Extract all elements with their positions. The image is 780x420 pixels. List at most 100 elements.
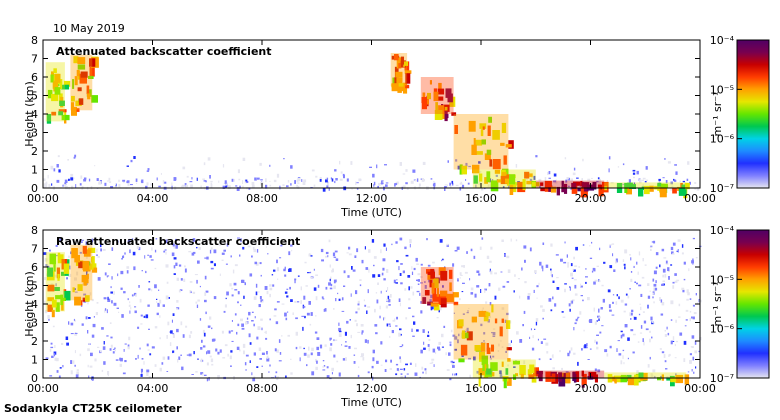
noise-speckle bbox=[337, 292, 339, 295]
noise-speckle bbox=[49, 348, 52, 352]
noise-speckle bbox=[281, 303, 285, 305]
noise-speckle bbox=[159, 315, 161, 318]
cloud-cell bbox=[526, 180, 534, 185]
noise-speckle bbox=[668, 276, 670, 280]
noise-speckle bbox=[287, 334, 290, 337]
noise-speckle bbox=[659, 297, 661, 301]
noise-speckle bbox=[491, 332, 494, 334]
noise-speckle bbox=[352, 269, 356, 272]
noise-speckle bbox=[666, 263, 669, 265]
noise-speckle bbox=[130, 159, 133, 163]
noise-speckle bbox=[294, 278, 297, 281]
noise-speckle bbox=[322, 360, 325, 362]
noise-speckle bbox=[597, 177, 600, 180]
heatmap-noise-layer bbox=[43, 237, 702, 382]
noise-speckle bbox=[691, 346, 694, 348]
noise-speckle bbox=[665, 180, 668, 184]
noise-speckle bbox=[261, 327, 263, 331]
noise-speckle bbox=[598, 178, 601, 183]
cloud-cell bbox=[49, 253, 56, 265]
cloud-cell bbox=[51, 94, 59, 102]
noise-speckle bbox=[498, 343, 500, 347]
cloud-cell bbox=[483, 364, 487, 374]
noise-speckle bbox=[531, 347, 535, 351]
noise-speckle bbox=[507, 184, 510, 189]
noise-speckle bbox=[360, 324, 364, 327]
noise-speckle bbox=[509, 320, 512, 324]
noise-speckle bbox=[464, 271, 468, 274]
noise-speckle bbox=[167, 356, 170, 360]
noise-speckle bbox=[149, 353, 152, 356]
date-label: 10 May 2019 bbox=[53, 22, 125, 35]
noise-speckle bbox=[564, 283, 567, 285]
noise-speckle bbox=[459, 272, 462, 276]
noise-speckle bbox=[106, 180, 109, 182]
noise-speckle bbox=[350, 334, 352, 339]
cloud-cell bbox=[614, 377, 617, 384]
noise-speckle bbox=[574, 322, 577, 325]
noise-speckle bbox=[328, 187, 330, 191]
noise-speckle bbox=[567, 352, 570, 357]
cloud-cell bbox=[509, 174, 516, 185]
noise-speckle bbox=[45, 264, 48, 267]
noise-speckle bbox=[419, 292, 421, 296]
noise-speckle bbox=[325, 177, 328, 180]
noise-speckle bbox=[574, 293, 578, 296]
noise-speckle bbox=[585, 268, 587, 270]
noise-speckle bbox=[291, 249, 293, 252]
noise-speckle bbox=[596, 265, 599, 267]
noise-speckle bbox=[106, 275, 110, 277]
noise-speckle bbox=[156, 298, 158, 300]
colorbar-bar bbox=[736, 39, 770, 189]
x-tick-label: 08:00 bbox=[246, 382, 278, 395]
noise-speckle bbox=[180, 354, 182, 356]
noise-speckle bbox=[399, 359, 402, 363]
noise-speckle bbox=[231, 287, 234, 290]
noise-speckle bbox=[492, 332, 496, 336]
cloud-cell bbox=[466, 331, 473, 341]
noise-speckle bbox=[323, 309, 325, 312]
noise-speckle bbox=[439, 306, 442, 311]
noise-speckle bbox=[260, 179, 263, 181]
noise-speckle bbox=[506, 255, 510, 259]
noise-speckle bbox=[410, 180, 414, 184]
noise-speckle bbox=[295, 331, 298, 336]
noise-speckle bbox=[141, 358, 144, 360]
noise-speckle bbox=[633, 265, 635, 268]
noise-speckle bbox=[559, 350, 561, 353]
cloud-cell bbox=[505, 144, 512, 148]
noise-speckle bbox=[205, 290, 209, 293]
cloud-cell bbox=[474, 139, 483, 146]
noise-speckle bbox=[542, 268, 544, 272]
noise-speckle bbox=[642, 258, 644, 262]
noise-speckle bbox=[287, 311, 289, 313]
noise-speckle bbox=[123, 349, 125, 352]
noise-speckle bbox=[66, 277, 68, 280]
cloud-cell bbox=[430, 268, 435, 279]
noise-speckle bbox=[172, 333, 175, 335]
noise-speckle bbox=[629, 254, 631, 256]
noise-speckle bbox=[276, 301, 280, 303]
noise-speckle bbox=[564, 157, 567, 160]
noise-speckle bbox=[219, 349, 222, 353]
noise-speckle bbox=[278, 339, 281, 343]
noise-speckle bbox=[199, 318, 202, 321]
noise-speckle bbox=[376, 299, 379, 304]
noise-speckle bbox=[379, 305, 381, 310]
noise-speckle bbox=[501, 346, 504, 348]
noise-speckle bbox=[338, 327, 342, 332]
noise-speckle bbox=[159, 299, 162, 304]
noise-speckle bbox=[693, 312, 697, 315]
noise-speckle bbox=[209, 175, 211, 179]
noise-speckle bbox=[361, 353, 364, 357]
cloud-cell bbox=[444, 111, 448, 122]
cloud-cell bbox=[580, 187, 588, 198]
noise-speckle bbox=[290, 358, 292, 360]
noise-speckle bbox=[161, 362, 164, 365]
noise-speckle bbox=[242, 246, 245, 250]
cloud-cell bbox=[444, 106, 448, 111]
noise-speckle bbox=[328, 239, 331, 243]
noise-speckle bbox=[653, 287, 657, 292]
noise-speckle bbox=[136, 182, 138, 184]
cloud-cell bbox=[51, 71, 54, 76]
